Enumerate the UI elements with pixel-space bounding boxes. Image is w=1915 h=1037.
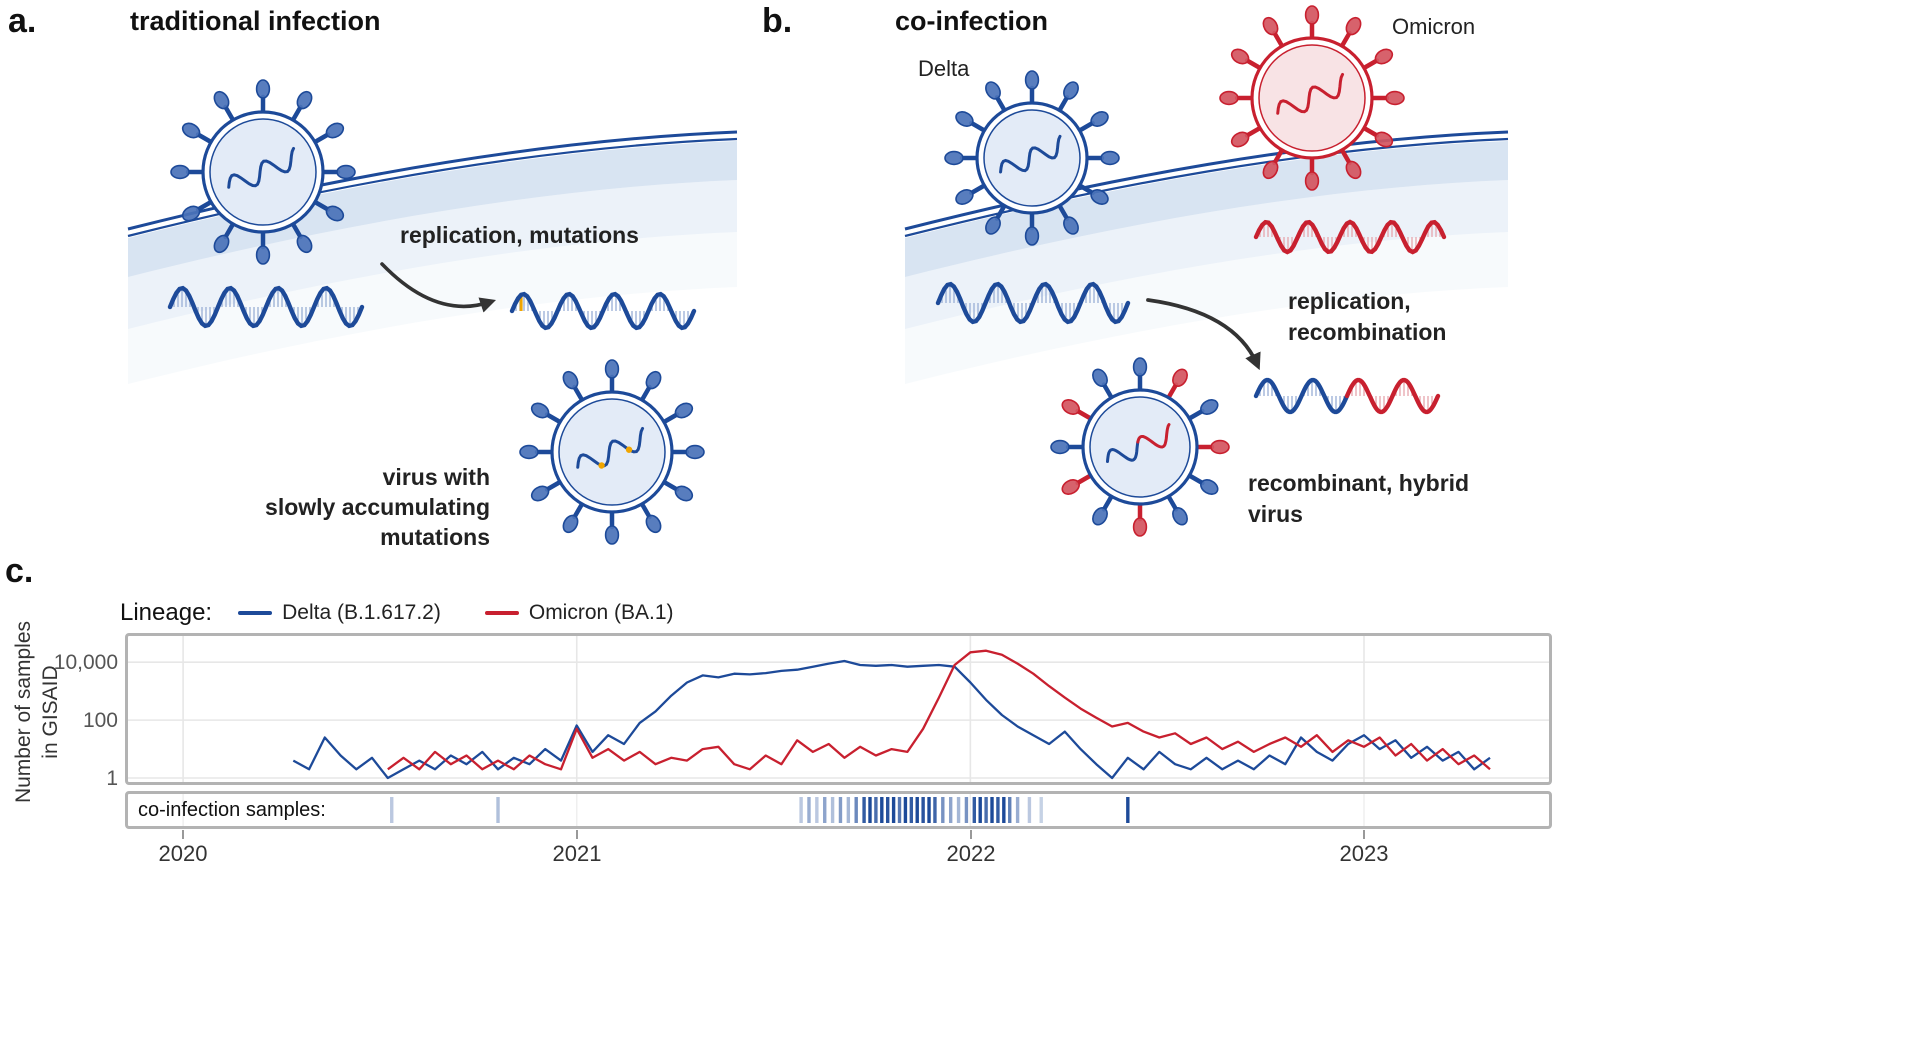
- x-tick-label-2023: 2023: [1339, 841, 1389, 866]
- panel-a-label: a.: [8, 2, 37, 40]
- chart-legend: Lineage: Delta (B.1.617.2) Omicron (BA.1…: [120, 598, 674, 628]
- delta-virus-icon: [944, 70, 1120, 246]
- replication-recombination-arrow: [1146, 298, 1261, 371]
- x-tick-2020: [182, 830, 184, 839]
- rna-wave-mutated: [509, 291, 697, 331]
- legend-title: Lineage:: [120, 599, 213, 626]
- traditional-virus-icon: [170, 79, 356, 265]
- omicron-virus-icon: [1219, 5, 1405, 191]
- mutated-virus-label-line2: slowly accumulating mutations: [265, 494, 490, 550]
- recombinant-virus-label: recombinant, hybrid virus: [1248, 468, 1469, 530]
- y-tick-100: 100: [82, 709, 118, 732]
- recombinant-virus-label-line1: recombinant, hybrid: [1248, 470, 1470, 496]
- mutated-virus-label-line1: virus with: [382, 464, 490, 490]
- rna-wave-hybrid: [1253, 377, 1441, 415]
- gisaid-plot: [128, 636, 1549, 782]
- coinfection-strip-label: co-infection samples:: [138, 799, 326, 821]
- delta-virus-label: Delta: [918, 56, 970, 81]
- gisaid-plot-frame: [125, 633, 1552, 785]
- replication-recombination-label: replication, recombination: [1288, 286, 1446, 348]
- panel-b-title: co-infection: [895, 6, 1048, 36]
- omicron-virus-label: Omicron: [1392, 14, 1476, 39]
- panel-c-label: c.: [5, 552, 34, 590]
- replication-recombination-line2: recombination: [1288, 319, 1447, 345]
- omicron-line: [387, 649, 1491, 771]
- coinfection-strip: [182, 794, 1365, 826]
- x-tick-2023: [1363, 830, 1365, 839]
- rna-wave-delta: [935, 281, 1131, 325]
- legend-label-delta: Delta (B.1.617.2): [282, 601, 441, 624]
- x-tick-2021: [576, 830, 578, 839]
- delta-line-swatch: [238, 611, 273, 615]
- mutated-virus-label: virus with slowly accumulating mutations: [150, 462, 490, 552]
- x-tick-label-2020: 2020: [158, 841, 208, 866]
- rna-wave-omicron: [1253, 219, 1447, 255]
- y-tick-10000: 10,000: [53, 651, 118, 674]
- legend-label-omicron: Omicron (BA.1): [528, 601, 674, 624]
- cell-membrane-a: [127, 130, 738, 384]
- panel-b-label: b.: [762, 2, 793, 40]
- replication-recombination-line1: replication,: [1288, 288, 1411, 314]
- x-tick-label-2021: 2021: [552, 841, 602, 866]
- panel-a-title: traditional infection: [130, 6, 381, 36]
- mutated-virus-icon: [519, 359, 705, 545]
- coinfection-strip-frame: co-infection samples:: [125, 791, 1552, 829]
- replication-mutations-label: replication, mutations: [400, 222, 639, 248]
- y-tick-1: 1: [106, 767, 118, 790]
- x-tick-label-2022: 2022: [946, 841, 996, 866]
- x-tick-2022: [970, 830, 972, 839]
- replication-mutations-arrow: [380, 262, 497, 313]
- hybrid-virus-icon: [1050, 357, 1230, 537]
- rna-wave-original: [167, 285, 365, 329]
- omicron-line-swatch: [484, 611, 519, 615]
- recombinant-virus-label-line2: virus: [1248, 501, 1303, 527]
